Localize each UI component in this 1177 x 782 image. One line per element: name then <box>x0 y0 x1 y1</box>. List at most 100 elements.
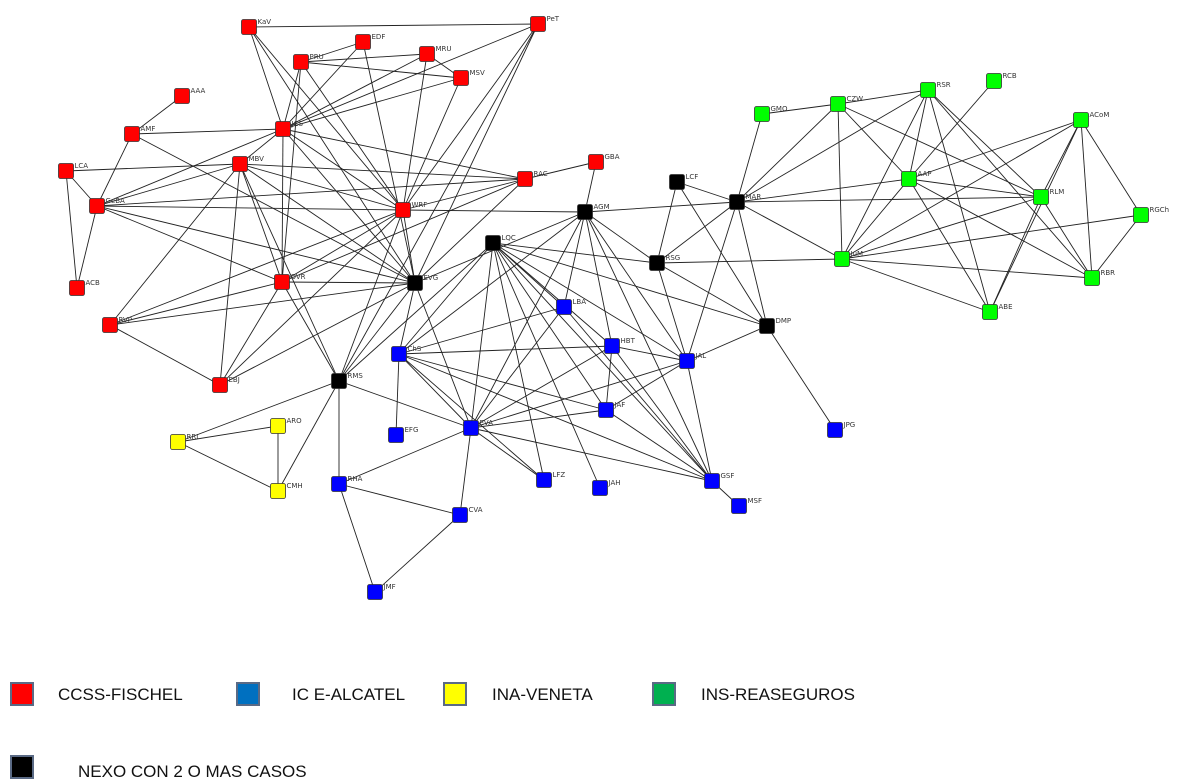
node-hbt[interactable]: HBT <box>604 337 636 354</box>
node-aaa[interactable]: AAA <box>174 87 206 104</box>
node-box-evg[interactable] <box>407 275 423 291</box>
node-box-pru[interactable] <box>293 54 309 70</box>
node-box-lcf[interactable] <box>669 174 685 190</box>
node-box-eva[interactable] <box>463 420 479 436</box>
node-box-kav[interactable] <box>241 19 257 35</box>
node-box-jal[interactable] <box>679 353 695 369</box>
node-box-amf[interactable] <box>124 126 140 142</box>
node-ebj[interactable]: EBJ <box>212 376 240 393</box>
node-rsg[interactable]: RSG <box>649 254 681 271</box>
node-gsf[interactable]: GSF <box>704 472 735 489</box>
node-lba[interactable]: LBA <box>556 298 587 315</box>
node-box-acom[interactable] <box>1073 112 1089 128</box>
node-jal[interactable]: JAL <box>679 352 707 369</box>
node-rha[interactable]: RHA <box>331 475 363 492</box>
node-box-efg[interactable] <box>388 427 404 443</box>
node-box-ovr[interactable] <box>274 274 290 290</box>
node-gmo[interactable]: GMO <box>754 105 788 122</box>
node-lcf[interactable]: LCF <box>669 173 699 190</box>
node-box-jaf[interactable] <box>598 402 614 418</box>
node-box-rbr[interactable] <box>1084 270 1100 286</box>
node-box-gmo[interactable] <box>754 106 770 122</box>
node-box-lba[interactable] <box>556 299 572 315</box>
node-jpg[interactable]: JPG <box>827 421 856 438</box>
node-eva[interactable]: EVA <box>463 419 494 436</box>
node-box-rsr[interactable] <box>920 82 936 98</box>
node-msf[interactable]: MSF <box>731 497 763 514</box>
node-jum[interactable]: JuM <box>834 250 864 267</box>
node-box-geba[interactable] <box>89 198 105 214</box>
node-box-rvp[interactable] <box>102 317 118 333</box>
node-cva[interactable]: CVA <box>452 506 483 523</box>
node-lca[interactable]: LCA <box>58 162 89 179</box>
node-box-jum[interactable] <box>834 251 850 267</box>
node-box-rlm[interactable] <box>1033 189 1049 205</box>
node-rlm[interactable]: RLM <box>1033 188 1065 205</box>
node-box-ebj[interactable] <box>212 377 228 393</box>
node-mru[interactable]: MRU <box>419 45 452 62</box>
node-cmh[interactable]: CMH <box>270 482 303 499</box>
node-abe[interactable]: ABE <box>982 303 1013 320</box>
node-box-pet[interactable] <box>530 16 546 32</box>
node-rcb[interactable]: RCB <box>986 72 1017 89</box>
node-box-dmp[interactable] <box>759 318 775 334</box>
node-lqc[interactable]: LQC <box>485 234 516 251</box>
node-gba[interactable]: GBA <box>588 153 620 170</box>
node-evg[interactable]: EVG <box>407 274 439 291</box>
node-box-lqc[interactable] <box>485 235 501 251</box>
node-box-czw[interactable] <box>830 96 846 112</box>
node-dmp[interactable]: DMP <box>759 317 792 334</box>
node-box-jpg[interactable] <box>827 422 843 438</box>
node-rms[interactable]: RMS <box>331 372 364 389</box>
node-box-rha[interactable] <box>331 476 347 492</box>
node-lfz[interactable]: LFZ <box>536 471 566 488</box>
node-box-chs[interactable] <box>391 346 407 362</box>
node-box-msf[interactable] <box>731 498 747 514</box>
node-box-rgch[interactable] <box>1133 207 1149 223</box>
node-ovr[interactable]: OVR <box>274 273 306 290</box>
node-box-abe[interactable] <box>982 304 998 320</box>
node-box-edf[interactable] <box>355 34 371 50</box>
node-msv[interactable]: MSV <box>453 69 485 86</box>
node-amf[interactable]: AMF <box>124 125 156 142</box>
node-efg[interactable]: EFG <box>388 426 419 443</box>
node-jmf[interactable]: JMF <box>367 583 396 600</box>
node-rgch[interactable]: RGCh <box>1133 206 1170 223</box>
node-rsr[interactable]: RSR <box>920 81 951 98</box>
node-box-aro[interactable] <box>270 418 286 434</box>
node-box-jmf[interactable] <box>367 584 383 600</box>
node-box-wrf[interactable] <box>395 202 411 218</box>
node-box-rms[interactable] <box>331 373 347 389</box>
node-pru[interactable]: PRU <box>293 53 324 70</box>
node-geba[interactable]: GeBA <box>89 197 126 214</box>
node-aap[interactable]: AAP <box>901 170 932 187</box>
node-agm[interactable]: AGM <box>577 203 610 220</box>
node-box-mar[interactable] <box>729 194 745 210</box>
node-rac[interactable]: RAC <box>517 170 548 187</box>
node-box-cmh[interactable] <box>270 483 286 499</box>
node-czw[interactable]: CZW <box>830 95 864 112</box>
node-box-hbt[interactable] <box>604 338 620 354</box>
node-rbr[interactable]: RBR <box>1084 269 1116 286</box>
node-box-jcs[interactable] <box>275 121 291 137</box>
node-box-acb[interactable] <box>69 280 85 296</box>
node-jcs[interactable]: JCS <box>275 120 304 137</box>
node-acb[interactable]: ACB <box>69 279 101 296</box>
node-box-gba[interactable] <box>588 154 604 170</box>
node-edf[interactable]: EDF <box>355 33 386 50</box>
node-acom[interactable]: ACoM <box>1073 111 1110 128</box>
node-box-msv[interactable] <box>453 70 469 86</box>
node-box-rrl[interactable] <box>170 434 186 450</box>
node-box-gsf[interactable] <box>704 473 720 489</box>
node-pet[interactable]: PeT <box>530 15 560 32</box>
node-mbv[interactable]: MBV <box>232 155 265 172</box>
node-box-mbv[interactable] <box>232 156 248 172</box>
node-box-aaa[interactable] <box>174 88 190 104</box>
node-rrl[interactable]: RRL <box>170 433 201 450</box>
node-box-rac[interactable] <box>517 171 533 187</box>
node-kav[interactable]: KaV <box>241 18 272 35</box>
node-box-aap[interactable] <box>901 171 917 187</box>
node-box-cva[interactable] <box>452 507 468 523</box>
node-chs[interactable]: ChS <box>391 345 422 362</box>
node-box-rcb[interactable] <box>986 73 1002 89</box>
